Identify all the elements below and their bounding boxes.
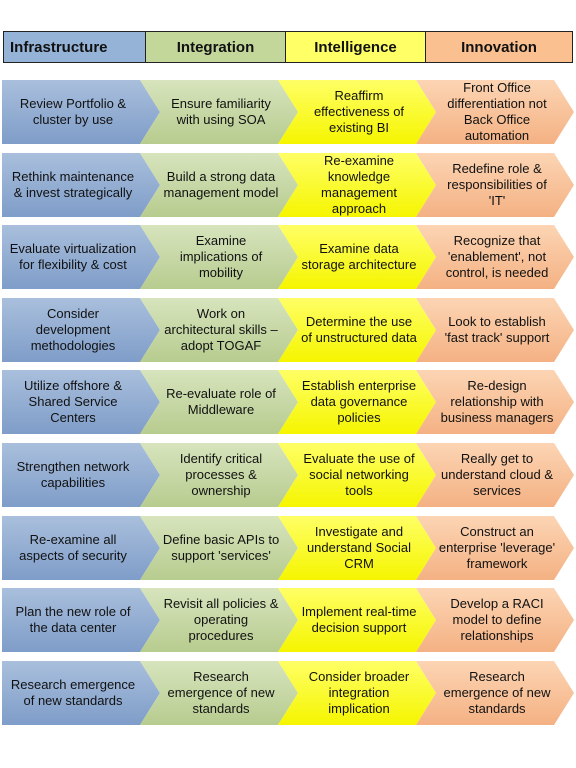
chevron-infrastructure: Evaluate virtualization for flexibility … bbox=[2, 225, 160, 289]
chevron-row: Plan the new role of the data center Revi… bbox=[2, 588, 574, 652]
chevron-text: Look to establish 'fast track' support bbox=[444, 314, 550, 345]
header-infrastructure: Infrastructure bbox=[4, 32, 146, 62]
chevron-text: Front Office differentiation not Back Of… bbox=[447, 80, 547, 143]
chevron-text: Investigate and understand Social CRM bbox=[306, 524, 412, 571]
chevron-text: Examine implications of mobility bbox=[179, 233, 263, 280]
chevron-text: Implement real-time decision support bbox=[301, 604, 417, 635]
chevron-integration: Re-evaluate role of Middleware bbox=[140, 370, 298, 434]
chevron-integration: Revisit all policies & operating procedu… bbox=[140, 588, 298, 652]
chevron-intelligence: Re-examine knowledge management approach bbox=[278, 153, 436, 217]
chevron-infrastructure: Utilize offshore & Shared Service Center… bbox=[2, 370, 160, 434]
chevron-text: Really get to understand cloud & service… bbox=[440, 451, 554, 498]
chevron-intelligence: Consider broader integration implication bbox=[278, 661, 436, 725]
chevron-innovation: Re-design relationship with business man… bbox=[416, 370, 574, 434]
chevron-text: Develop a RACI model to define relations… bbox=[450, 596, 544, 643]
chevron-infrastructure: Review Portfolio & cluster by use bbox=[2, 80, 160, 144]
chevron-row: Rethink maintenance & invest strategical… bbox=[2, 153, 574, 217]
chevron-integration: Work on architectural skills – adopt TOG… bbox=[140, 298, 298, 362]
chevron-intelligence: Reaffirm effectiveness of existing BI bbox=[278, 80, 436, 144]
header-innovation: Innovation bbox=[426, 32, 572, 62]
chevron-text: Determine the use of unstructured data bbox=[301, 314, 417, 345]
chevron-text: Evaluate the use of social networking to… bbox=[303, 451, 415, 498]
chevron-text: Strengthen network capabilities bbox=[16, 459, 130, 490]
chevron-intelligence: Examine data storage architecture bbox=[278, 225, 436, 289]
chevron-infrastructure: Strengthen network capabilities bbox=[2, 443, 160, 507]
header-integration: Integration bbox=[146, 32, 286, 62]
chevron-row: Consider development methodologies Work o… bbox=[2, 298, 574, 362]
chevron-text: Research emergence of new standards bbox=[167, 669, 275, 716]
chevron-text: Re-design relationship with business man… bbox=[440, 378, 554, 425]
chevron-integration: Define basic APIs to support 'services' bbox=[140, 516, 298, 580]
chevron-text: Reaffirm effectiveness of existing BI bbox=[313, 88, 405, 135]
chevron-text: Construct an enterprise 'leverage' frame… bbox=[438, 524, 556, 571]
chevron-text: Re-evaluate role of Middleware bbox=[166, 386, 276, 417]
chevron-integration: Research emergence of new standards bbox=[140, 661, 298, 725]
chevron-row: Review Portfolio & cluster by use Ensure … bbox=[2, 80, 574, 144]
chevron-infrastructure: Rethink maintenance & invest strategical… bbox=[2, 153, 160, 217]
chevron-integration: Examine implications of mobility bbox=[140, 225, 298, 289]
chevron-innovation: Recognize that 'enablement', not control… bbox=[416, 225, 574, 289]
chevron-innovation: Front Office differentiation not Back Of… bbox=[416, 80, 574, 144]
chevron-text: Recognize that 'enablement', not control… bbox=[445, 233, 549, 280]
chevron-row: Utilize offshore & Shared Service Center… bbox=[2, 370, 574, 434]
chevron-text: Build a strong data management model bbox=[163, 169, 279, 200]
chevron-infrastructure: Plan the new role of the data center bbox=[2, 588, 160, 652]
chevron-text: Revisit all policies & operating procedu… bbox=[163, 596, 279, 643]
chevron-intelligence: Investigate and understand Social CRM bbox=[278, 516, 436, 580]
chevron-text: Research emergence of new standards bbox=[443, 669, 551, 716]
chevron-innovation: Construct an enterprise 'leverage' frame… bbox=[416, 516, 574, 580]
chevron-intelligence: Implement real-time decision support bbox=[278, 588, 436, 652]
column-header-bar: Infrastructure Integration Intelligence … bbox=[3, 31, 573, 63]
chevron-text: Rethink maintenance & invest strategical… bbox=[11, 169, 135, 200]
chevron-text: Review Portfolio & cluster by use bbox=[19, 96, 127, 127]
chevron-intelligence: Establish enterprise data governance pol… bbox=[278, 370, 436, 434]
chevron-text: Define basic APIs to support 'services' bbox=[162, 532, 280, 563]
chevron-text: Ensure familiarity with using SOA bbox=[171, 96, 271, 127]
chevron-innovation: Research emergence of new standards bbox=[416, 661, 574, 725]
chevron-innovation: Look to establish 'fast track' support bbox=[416, 298, 574, 362]
chevron-text: Work on architectural skills – adopt TOG… bbox=[164, 306, 278, 353]
chevron-text: Consider broader integration implication bbox=[308, 669, 410, 716]
chevron-integration: Ensure familiarity with using SOA bbox=[140, 80, 298, 144]
chevron-integration: Identify critical processes & ownership bbox=[140, 443, 298, 507]
chevron-text: Redefine role & responsibilities of 'IT' bbox=[447, 161, 547, 208]
chevron-row: Strengthen network capabilities Identify … bbox=[2, 443, 574, 507]
chevron-text: Re-examine all aspects of security bbox=[19, 532, 127, 563]
chevron-innovation: Redefine role & responsibilities of 'IT' bbox=[416, 153, 574, 217]
chevron-text: Identify critical processes & ownership bbox=[179, 451, 263, 498]
chevron-text: Establish enterprise data governance pol… bbox=[301, 378, 417, 425]
chevron-intelligence: Evaluate the use of social networking to… bbox=[278, 443, 436, 507]
chevron-text: Examine data storage architecture bbox=[301, 241, 417, 272]
chevron-integration: Build a strong data management model bbox=[140, 153, 298, 217]
chevron-innovation: Really get to understand cloud & service… bbox=[416, 443, 574, 507]
chevron-row: Re-examine all aspects of security Define… bbox=[2, 516, 574, 580]
chevron-text: Plan the new role of the data center bbox=[15, 604, 131, 635]
chevron-infrastructure: Research emergence of new standards bbox=[2, 661, 160, 725]
chevron-intelligence: Determine the use of unstructured data bbox=[278, 298, 436, 362]
chevron-row: Evaluate virtualization for flexibility … bbox=[2, 225, 574, 289]
chevron-text: Research emergence of new standards bbox=[10, 677, 136, 708]
chevron-infrastructure: Re-examine all aspects of security bbox=[2, 516, 160, 580]
chevron-text: Utilize offshore & Shared Service Center… bbox=[23, 378, 123, 425]
chevron-row: Research emergence of new standards Resea… bbox=[2, 661, 574, 725]
chevron-innovation: Develop a RACI model to define relations… bbox=[416, 588, 574, 652]
chevron-text: Evaluate virtualization for flexibility … bbox=[9, 241, 137, 272]
header-intelligence: Intelligence bbox=[286, 32, 426, 62]
chevron-text: Consider development methodologies bbox=[30, 306, 116, 353]
chevron-text: Re-examine knowledge management approach bbox=[321, 153, 397, 216]
chevron-infrastructure: Consider development methodologies bbox=[2, 298, 160, 362]
